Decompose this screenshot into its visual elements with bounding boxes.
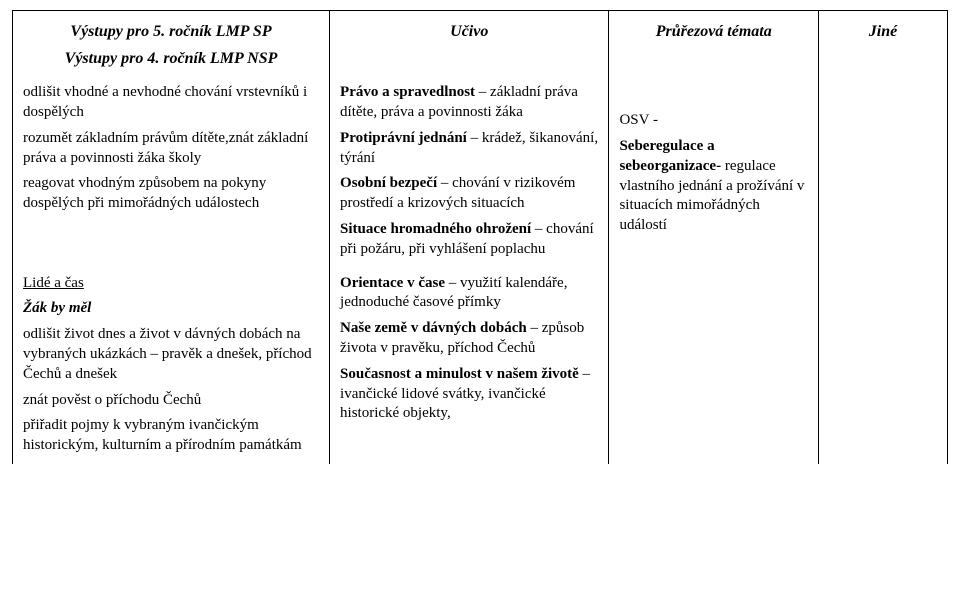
r1c3-p1: OSV -: [619, 111, 808, 131]
r2-c1: Lidé a čas Žák by měl odlišit život dnes…: [13, 268, 330, 464]
header-col1-line2: Výstupy pro 4. ročník LMP NSP: [13, 48, 330, 77]
r1c2-p4-bold: Situace hromadného ohrožení: [340, 221, 531, 237]
r2c1-bold-italic: Žák by měl: [23, 300, 91, 316]
r2c1-p1: odlišit život dnes a život v dávných dob…: [23, 325, 319, 384]
r2c2-p1-bold: Orientace v čase: [340, 275, 445, 291]
r1c2-p3-bold: Osobní bezpečí: [340, 175, 437, 191]
r1-c3: OSV - Seberegulace a sebeorganizace- reg…: [609, 77, 819, 464]
r1c2-p3: Osobní bezpečí – chování v rizikovém pro…: [340, 174, 598, 214]
header-col4: Jiné: [819, 11, 948, 78]
r1c1-p1: odlišit vhodné a nevhodné chování vrstev…: [23, 83, 319, 123]
document-table: Výstupy pro 5. ročník LMP SP Učivo Průře…: [12, 10, 948, 464]
r2c1-bi: Žák by měl: [23, 299, 319, 319]
page: Výstupy pro 5. ročník LMP SP Učivo Průře…: [0, 0, 960, 615]
header-row: Výstupy pro 5. ročník LMP SP Učivo Průře…: [13, 11, 948, 49]
r2c1-u: Lidé a čas: [23, 274, 319, 294]
header-col2: Učivo: [330, 11, 609, 78]
r2c2-p2: Naše země v dávných dobách – způsob živo…: [340, 319, 598, 359]
r1c2-p2: Protiprávní jednání – krádež, šikanování…: [340, 129, 598, 169]
r2c1-p3: přiřadit pojmy k vybraným ivančickým his…: [23, 416, 319, 456]
r1c3-p2: Seberegulace a sebeorganizace- regulace …: [619, 137, 808, 236]
r2c2-p3-bold: Současnost a minulost v našem životě: [340, 366, 579, 382]
r2-c2: Orientace v čase – využití kalendáře, je…: [330, 268, 609, 464]
header-col3: Průřezová témata: [609, 11, 819, 78]
r1-c1: odlišit vhodné a nevhodné chování vrstev…: [13, 77, 330, 267]
r1c2-p4: Situace hromadného ohrožení – chování př…: [340, 220, 598, 260]
r2c1-p2: znát pověst o příchodu Čechů: [23, 391, 319, 411]
r1-c2: Právo a spravedlnost – základní práva dí…: [330, 77, 609, 267]
body-row-1: odlišit vhodné a nevhodné chování vrstev…: [13, 77, 948, 267]
r2c2-p1: Orientace v čase – využití kalendáře, je…: [340, 274, 598, 314]
header-col1: Výstupy pro 5. ročník LMP SP: [13, 11, 330, 49]
r1c2-p2-bold: Protiprávní jednání: [340, 130, 467, 146]
r2c2-p3: Současnost a minulost v našem životě – i…: [340, 365, 598, 424]
r2c2-p2-bold: Naše země v dávných dobách: [340, 320, 527, 336]
r1c1-p3: reagovat vhodným způsobem na pokyny dosp…: [23, 174, 319, 214]
r1c2-p1: Právo a spravedlnost – základní práva dí…: [340, 83, 598, 123]
r1c3-p2-bold: Seberegulace a sebeorganizace-: [619, 138, 721, 174]
r1c1-p2: rozumět základním právům dítěte,znát zák…: [23, 129, 319, 169]
r1c2-p1-bold: Právo a spravedlnost: [340, 84, 475, 100]
r1-c4: [819, 77, 948, 464]
r2c1-underline: Lidé a čas: [23, 275, 84, 291]
